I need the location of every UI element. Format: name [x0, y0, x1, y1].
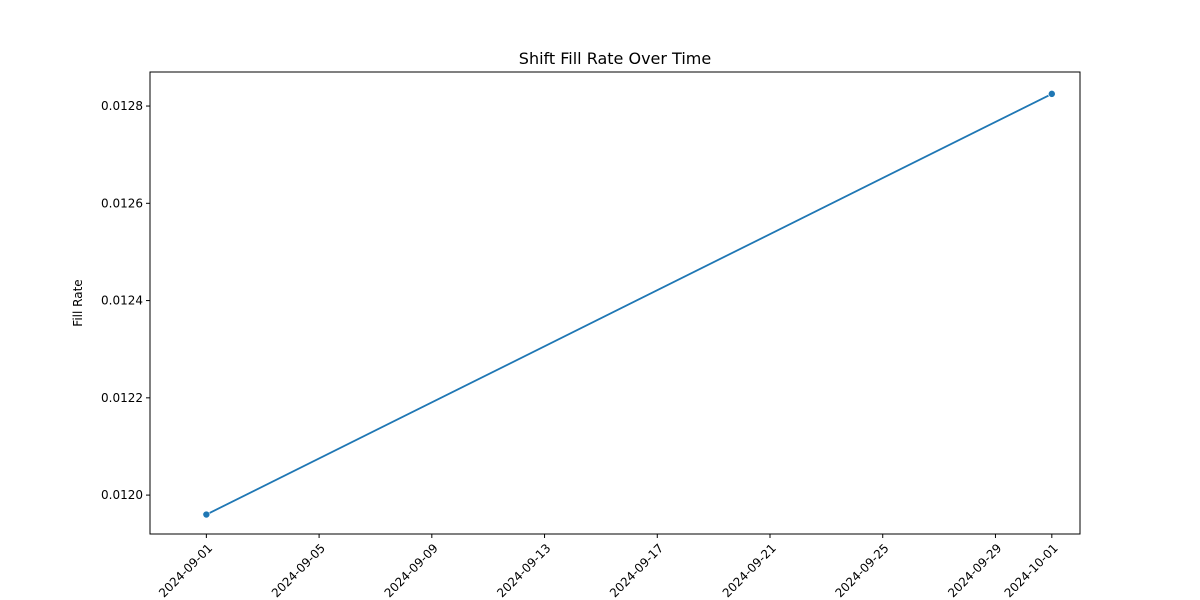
data-point	[202, 510, 211, 519]
x-tick-label: 2024-09-17	[607, 541, 666, 600]
y-tick-label: 0.0124	[101, 294, 143, 308]
chart-title: Shift Fill Rate Over Time	[519, 49, 711, 68]
series-line	[205, 93, 1053, 516]
series-layer	[202, 90, 1056, 519]
y-tick-label: 0.0122	[101, 391, 143, 405]
y-tick-label: 0.0126	[101, 196, 143, 210]
y-axis-ticks: 0.0120 0.0122 0.0124 0.0126 0.0128	[101, 99, 150, 502]
y-tick-label: 0.0120	[101, 488, 143, 502]
x-axis-ticks: 2024-09-01 2024-09-05 2024-09-09 2024-09-13…	[156, 534, 1061, 600]
x-tick-label: 2024-09-13	[494, 541, 553, 600]
plot-area-frame	[149, 71, 1081, 535]
x-tick-label: 2024-09-21	[720, 541, 779, 600]
data-point	[1048, 90, 1056, 98]
x-tick-label: 2024-09-25	[832, 541, 891, 600]
x-tick-label: 2024-09-09	[382, 541, 441, 600]
x-tick-label: 2024-09-29	[945, 541, 1004, 600]
x-tick-label: 2024-10-01	[1002, 541, 1061, 600]
y-axis-label: Fill Rate	[71, 279, 85, 326]
x-tick-label: 2024-09-01	[156, 541, 215, 600]
x-tick-label: 2024-09-05	[269, 541, 328, 600]
y-tick-label: 0.0128	[101, 99, 143, 113]
